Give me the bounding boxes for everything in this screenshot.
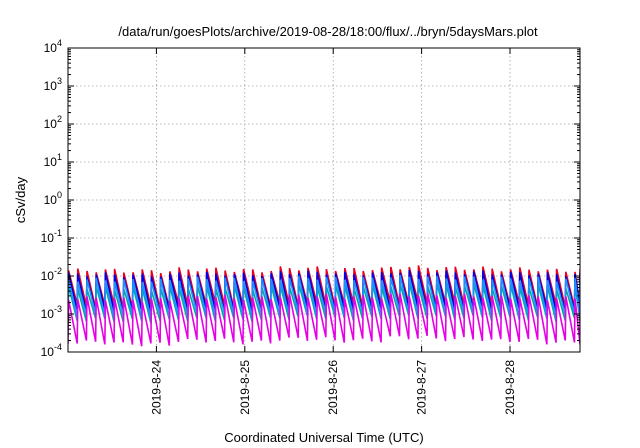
chart-title: /data/run/goesPlots/archive/2019-08-28/1… — [118, 24, 538, 39]
y-tick-label: 10-4 — [41, 342, 62, 359]
y-tick-label: 10-2 — [41, 266, 62, 283]
plot-frame — [67, 47, 581, 353]
y-tick-label: 10-1 — [41, 228, 62, 245]
y-tick-label: 102 — [44, 114, 62, 131]
y-tick-label: 100 — [44, 190, 62, 207]
y-tick-label: 10-3 — [41, 304, 62, 321]
x-tick-label: 2019-8-27 — [415, 360, 429, 415]
x-tick-label: 2019-8-24 — [149, 360, 163, 415]
series-line — [68, 292, 580, 347]
x-tick-labels: 2019-8-24 2019-8-25 2019-8-26 2019-8-27 2019… — [149, 360, 517, 415]
y-tick-label: 104 — [44, 38, 62, 55]
x-tick-label: 2019-8-26 — [326, 360, 340, 415]
x-tick-label: 2019-8-25 — [238, 360, 252, 415]
series-group — [68, 265, 580, 347]
y-tick-labels: 10-4 10-3 10-2 10-1 100 101 102 103 104 — [41, 38, 62, 359]
y-tick-label: 101 — [44, 152, 62, 169]
x-tick-label: 2019-8-28 — [503, 360, 517, 415]
y-axis-label: cSv/day — [13, 176, 28, 223]
x-axis-label: Coordinated Universal Time (UTC) — [224, 430, 423, 445]
y-tick-label: 103 — [44, 76, 62, 93]
